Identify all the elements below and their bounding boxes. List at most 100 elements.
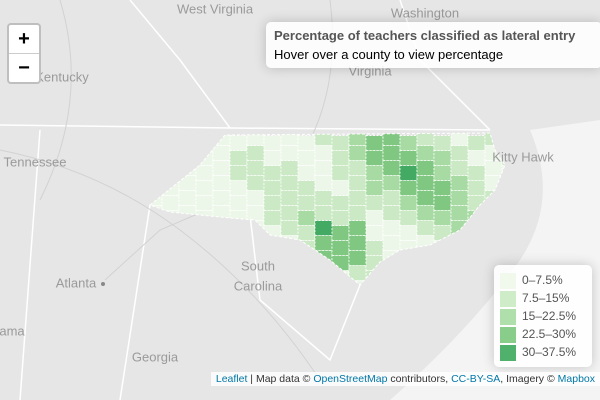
county: [433, 165, 452, 182]
county: [331, 150, 350, 167]
county: [229, 165, 248, 182]
place-label: Washington: [391, 5, 459, 20]
county: [246, 205, 265, 222]
place-label: Carolina: [234, 278, 283, 293]
county: [365, 210, 384, 227]
county: [263, 135, 282, 152]
county: [433, 135, 452, 152]
county: [297, 225, 316, 242]
city-dot: [101, 282, 105, 286]
county: [399, 180, 418, 197]
place-label: South: [241, 258, 275, 273]
county: [365, 165, 384, 182]
zoom-in[interactable]: +: [18, 28, 30, 50]
county: [246, 145, 265, 162]
county: [348, 220, 367, 237]
county: [246, 160, 265, 177]
county: [161, 195, 180, 212]
county: [348, 250, 367, 267]
county: [331, 135, 350, 152]
attribution: Leaflet | Map data © OpenStreetMap contr…: [210, 372, 600, 386]
county: [416, 145, 435, 162]
place-label: West Virginia: [177, 1, 254, 16]
county: [382, 235, 401, 252]
attribution-text: , Imagery ©: [500, 373, 558, 385]
county: [280, 220, 299, 237]
county: [297, 180, 316, 197]
county: [365, 195, 384, 212]
county: [365, 225, 384, 242]
county: [212, 190, 231, 207]
county: [246, 190, 265, 207]
legend-label: 22.5–30%: [522, 327, 577, 341]
county: [467, 135, 486, 152]
legend-swatch: [500, 308, 516, 325]
county: [450, 145, 469, 162]
county: [382, 205, 401, 222]
zoom-control: + −: [7, 23, 41, 84]
legend-label: 0–7.5%: [522, 273, 563, 287]
attribution-text: contributors,: [387, 373, 452, 385]
county: [382, 160, 401, 177]
county: [314, 175, 333, 192]
county: [416, 175, 435, 192]
county: [178, 190, 197, 207]
place-label: Tennessee: [4, 154, 67, 169]
county: [297, 135, 316, 152]
info-box: Percentage of teachers classified as lat…: [266, 22, 600, 68]
attribution-link[interactable]: Mapbox: [557, 373, 595, 385]
county: [280, 175, 299, 192]
county: [467, 180, 486, 197]
county: [399, 195, 418, 212]
county: [450, 205, 469, 222]
county: [382, 145, 401, 162]
attribution-link[interactable]: Leaflet: [215, 373, 248, 385]
county: [348, 205, 367, 222]
legend-swatch: [500, 326, 516, 343]
county: [399, 165, 418, 182]
county: [314, 220, 333, 237]
county: [212, 175, 231, 192]
county: [314, 235, 333, 252]
county: [263, 150, 282, 167]
legend: 0–7.5% 7.5–15% 15–22.5% 22.5–30% 30–37.5%: [494, 265, 592, 367]
county: [280, 145, 299, 162]
county: [263, 210, 282, 227]
county: [263, 165, 282, 182]
place-label: Kentucky: [35, 69, 89, 84]
county: [229, 135, 248, 152]
legend-swatch: [500, 344, 516, 361]
county: [399, 150, 418, 167]
place-label: Kitty Hawk: [492, 149, 554, 164]
roads: [0, 0, 333, 381]
county: [280, 205, 299, 222]
attribution-link[interactable]: OpenStreetMap: [313, 373, 388, 385]
county: [280, 160, 299, 177]
county: [314, 205, 333, 222]
county: [195, 195, 214, 212]
county: [416, 160, 435, 177]
zoom-out[interactable]: −: [9, 53, 39, 82]
county: [331, 195, 350, 212]
county: [399, 225, 418, 242]
info-title: Percentage of teachers classified as lat…: [274, 28, 576, 43]
county: [195, 180, 214, 197]
county: [348, 235, 367, 252]
county: [467, 150, 486, 167]
county: [331, 240, 350, 257]
place-label: Atlanta: [56, 275, 97, 290]
county: [433, 210, 452, 227]
county: [416, 220, 435, 237]
county: [416, 205, 435, 222]
county: [382, 175, 401, 192]
legend-item: 0–7.5%: [500, 271, 586, 289]
county: [314, 145, 333, 162]
county: [280, 190, 299, 207]
attribution-link[interactable]: CC-BY-SA: [451, 373, 501, 385]
legend-swatch: [500, 272, 516, 289]
county: [382, 190, 401, 207]
county: [331, 180, 350, 197]
county: [365, 240, 384, 257]
legend-item: 22.5–30%: [500, 325, 586, 343]
